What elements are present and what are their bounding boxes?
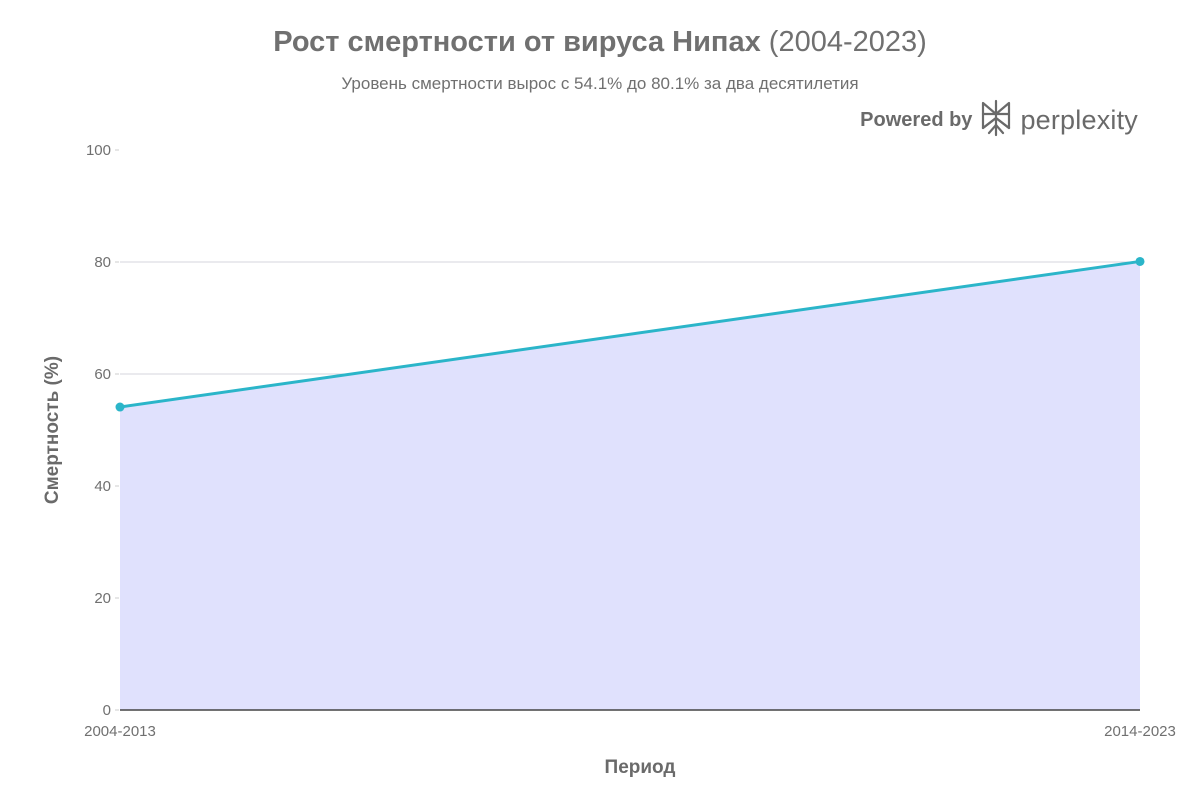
x-tick-label: 2004-2013 xyxy=(84,723,156,740)
y-tick-label: 100 xyxy=(86,142,111,159)
chart-subtitle: Уровень смертности вырос с 54.1% до 80.1… xyxy=(341,74,859,93)
chart-title-main: Рост смертности от вируса Нипах xyxy=(273,26,761,58)
perplexity-logo-icon xyxy=(980,99,1012,142)
series-line xyxy=(119,259,1141,409)
chart-title-years: (2004-2023) xyxy=(768,26,927,58)
data-point-2004-2013[interactable] xyxy=(115,402,125,412)
area-fill xyxy=(120,261,1140,710)
y-tick-label: 80 xyxy=(94,254,111,271)
y-tick-label: 20 xyxy=(94,590,111,607)
data-point-2014-2023[interactable] xyxy=(1135,256,1145,266)
powered-by-label: Powered by xyxy=(860,108,973,131)
plot-area xyxy=(115,256,1145,711)
perplexity-wordmark: perplexity xyxy=(1020,104,1138,135)
x-tick-label: 2014-2023 xyxy=(1104,723,1176,740)
y-tick-label: 0 xyxy=(103,702,111,719)
x-axis-title: Период xyxy=(605,757,676,778)
y-axis-title: Смертность (%) xyxy=(42,356,63,504)
y-tick-label: 60 xyxy=(94,366,111,383)
axis-ticks: 0 20 40 60 80 100 2004-2013 2014-2023 xyxy=(84,142,1176,740)
powered-by-badge[interactable]: Powered by perplexity xyxy=(860,99,1138,142)
chart-title: Рост смертности от вируса Нипах (2004-20… xyxy=(0,26,1200,59)
y-tick-label: 40 xyxy=(94,478,111,495)
